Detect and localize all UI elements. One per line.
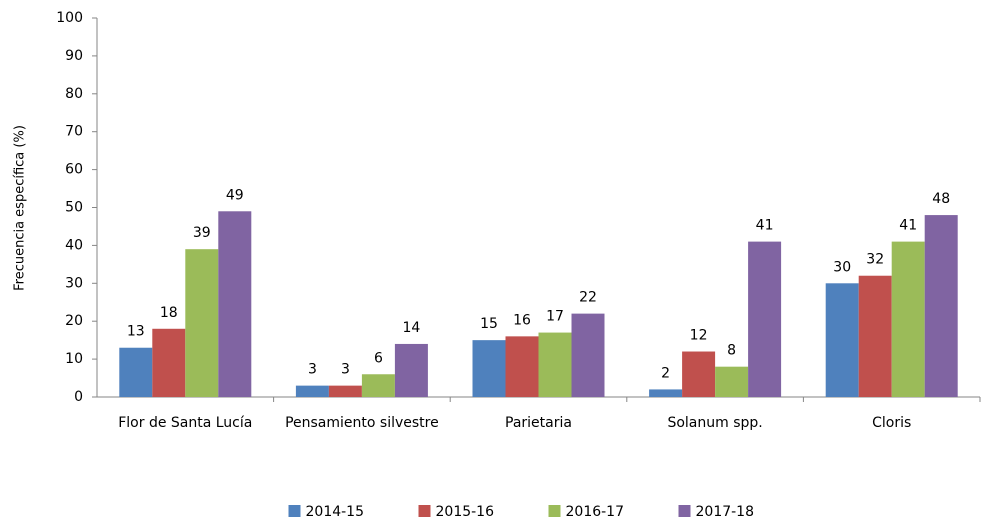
x-tick-label: Solanum spp. (667, 415, 762, 431)
bar (361, 374, 395, 397)
bar (748, 241, 782, 397)
legend-label: 2017-18 (696, 504, 755, 520)
bar (394, 343, 428, 397)
x-tick-label: Flor de Santa Lucía (118, 415, 252, 431)
legend-label: 2016-17 (566, 504, 625, 520)
bar (858, 275, 892, 397)
data-label: 16 (513, 312, 531, 328)
y-tick-label: 10 (65, 351, 83, 367)
bar (571, 313, 605, 397)
bar (682, 351, 716, 397)
y-tick-label: 60 (65, 162, 83, 178)
x-tick-label: Parietaria (505, 415, 572, 431)
legend-swatch (678, 505, 691, 517)
legend-swatch (548, 505, 561, 517)
x-tick-label: Pensamiento silvestre (285, 415, 439, 431)
bar (472, 340, 506, 397)
y-tick-label: 100 (56, 10, 83, 26)
bar (715, 366, 749, 397)
data-label: 17 (546, 309, 564, 325)
data-label: 15 (480, 316, 498, 332)
bar (924, 215, 958, 397)
bar (505, 336, 539, 397)
y-tick-label: 90 (65, 48, 83, 64)
y-tick-label: 40 (65, 237, 83, 253)
y-axis-label: Frecuencia específica (%) (13, 125, 28, 291)
data-label: 18 (160, 305, 178, 321)
bar (295, 385, 329, 397)
y-tick-label: 30 (65, 275, 83, 291)
data-label: 49 (226, 187, 244, 203)
bar (891, 241, 925, 397)
legend-swatch (288, 505, 301, 517)
data-label: 12 (690, 328, 708, 344)
data-label: 32 (866, 252, 884, 268)
y-tick-label: 50 (65, 200, 83, 216)
data-label: 14 (402, 320, 420, 336)
data-label: 48 (932, 191, 950, 207)
data-label: 41 (899, 218, 917, 234)
data-label: 30 (833, 259, 851, 275)
x-tick-label: Cloris (872, 415, 911, 431)
data-label: 39 (193, 225, 211, 241)
bar (649, 389, 683, 397)
data-label: 41 (756, 218, 774, 234)
legend-swatch (418, 505, 431, 517)
bar (825, 283, 859, 397)
legend-label: 2015-16 (436, 504, 495, 520)
data-label: 13 (127, 324, 145, 340)
bar (328, 385, 362, 397)
bar (218, 211, 252, 397)
y-tick-label: 80 (65, 86, 83, 102)
data-label: 3 (341, 362, 350, 378)
bar (185, 249, 219, 397)
bar (119, 347, 153, 397)
y-tick-label: 70 (65, 124, 83, 140)
data-label: 22 (579, 290, 597, 306)
data-label: 3 (308, 362, 317, 378)
bar (538, 332, 572, 397)
y-tick-label: 20 (65, 313, 83, 329)
bar (152, 328, 186, 397)
y-tick-label: 0 (74, 389, 83, 405)
data-label: 8 (727, 343, 736, 359)
data-label: 2 (661, 365, 670, 381)
data-label: 6 (374, 350, 383, 366)
legend-label: 2014-15 (306, 504, 365, 520)
